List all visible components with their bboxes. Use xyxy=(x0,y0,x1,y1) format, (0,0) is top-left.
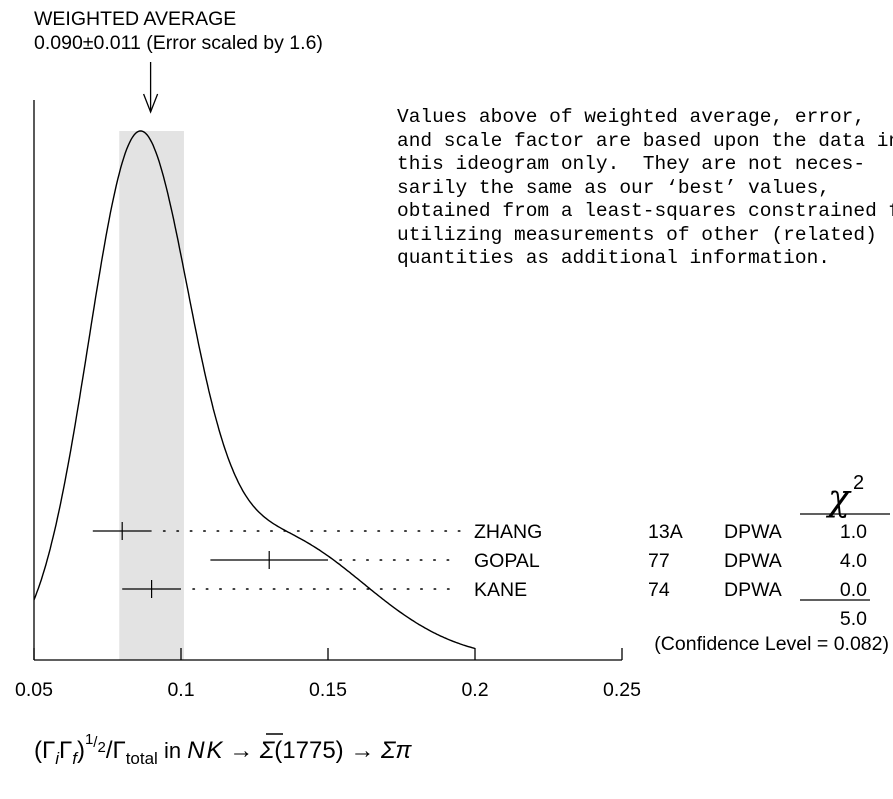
x-tick-label: 0.05 xyxy=(15,679,53,701)
measurement-chi2: 0.0 xyxy=(840,579,867,601)
measurement-chi2: 1.0 xyxy=(840,521,867,543)
confidence-level: (Confidence Level = 0.082) xyxy=(654,633,889,655)
measurement-technique: DPWA xyxy=(724,521,782,543)
measurement-year: 77 xyxy=(648,550,670,572)
measurement-technique: DPWA xyxy=(724,579,782,601)
weighted-average-arrow-icon xyxy=(142,62,159,114)
ideogram-note: Values above of weighted average, error,… xyxy=(397,106,893,269)
measurement-author: KANE xyxy=(474,579,527,601)
measurement-year: 74 xyxy=(648,579,670,601)
measurement-author: GOPAL xyxy=(474,550,540,572)
weighted-average-value: 0.090±0.011 (Error scaled by 1.6) xyxy=(34,32,323,54)
x-axis-label: (ΓiΓf)1/2/Γtotal in NK → Σ(1775) → Σπ xyxy=(34,731,412,768)
x-tick-label: 0.15 xyxy=(309,679,347,701)
chi2-header: χ xyxy=(825,478,852,519)
x-tick-label: 0.2 xyxy=(461,679,488,701)
weighted-average-title: WEIGHTED AVERAGE xyxy=(34,8,236,30)
x-tick-label: 0.25 xyxy=(603,679,641,701)
svg-text:(ΓiΓf)1/2/Γtotal in NK → Σ(17: (ΓiΓf)1/2/Γtotal in NK → Σ(1775) → Σπ xyxy=(34,731,412,768)
measurement-author: ZHANG xyxy=(474,521,542,543)
ideogram-curve xyxy=(33,130,476,650)
chi2-total: 5.0 xyxy=(840,608,867,630)
x-tick-label: 0.1 xyxy=(167,679,194,701)
measurement-chi2: 4.0 xyxy=(840,550,867,572)
chi2-header-superscript: 2 xyxy=(853,472,864,494)
measurement-year: 13A xyxy=(648,521,683,543)
measurement-technique: DPWA xyxy=(724,550,782,572)
